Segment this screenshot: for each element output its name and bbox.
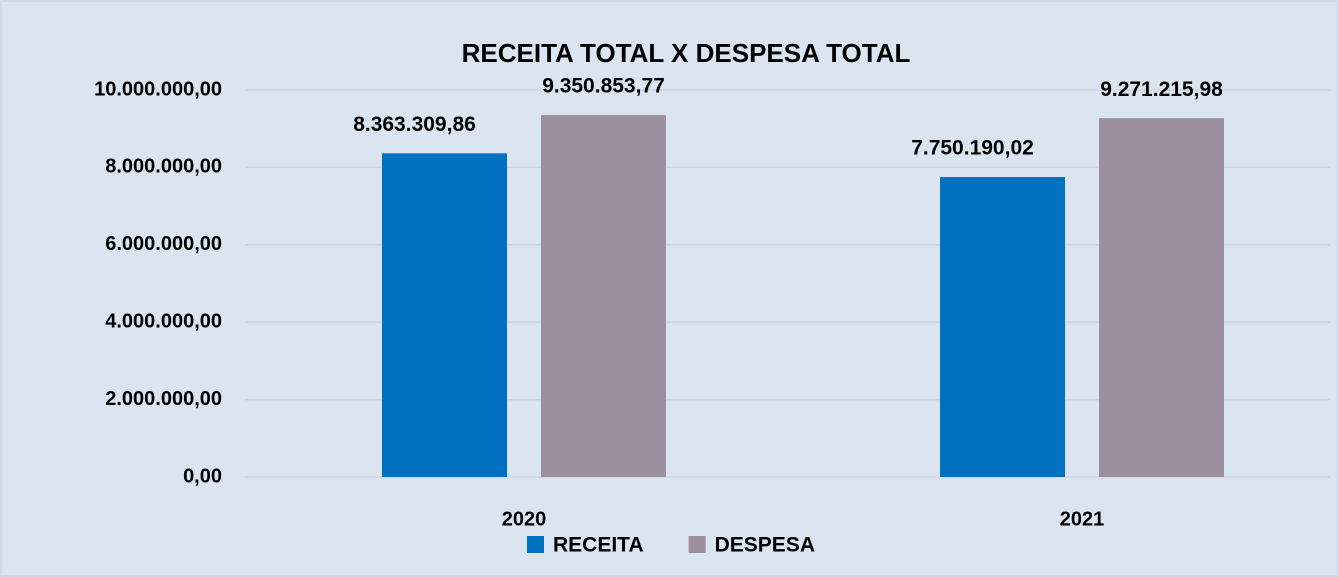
value-label: 9.271.215,98 bbox=[1100, 78, 1223, 101]
y-tick-label: 4.000.000,00 bbox=[105, 310, 222, 332]
legend-label: RECEITA bbox=[553, 534, 644, 557]
bar bbox=[940, 177, 1065, 478]
value-label: 8.363.309,86 bbox=[353, 113, 476, 136]
chart-title: RECEITA TOTAL X DESPESA TOTAL bbox=[462, 38, 911, 68]
legend-label: DESPESA bbox=[715, 534, 815, 557]
bar bbox=[541, 115, 666, 478]
y-tick-label: 8.000.000,00 bbox=[105, 156, 222, 178]
x-tick-label: 2021 bbox=[1060, 508, 1105, 530]
y-tick-label: 10.000.000,00 bbox=[94, 78, 222, 100]
legend-swatch bbox=[527, 536, 544, 553]
x-tick-label: 2020 bbox=[502, 508, 547, 530]
legend-swatch bbox=[688, 536, 706, 553]
value-label: 7.750.190,02 bbox=[911, 137, 1034, 160]
y-tick-label: 0,00 bbox=[183, 465, 222, 487]
value-label: 9.350.853,77 bbox=[542, 75, 665, 98]
bar bbox=[1099, 118, 1224, 477]
y-tick-label: 2.000.000,00 bbox=[105, 388, 222, 410]
y-tick-label: 6.000.000,00 bbox=[105, 233, 222, 255]
bar bbox=[382, 153, 507, 477]
